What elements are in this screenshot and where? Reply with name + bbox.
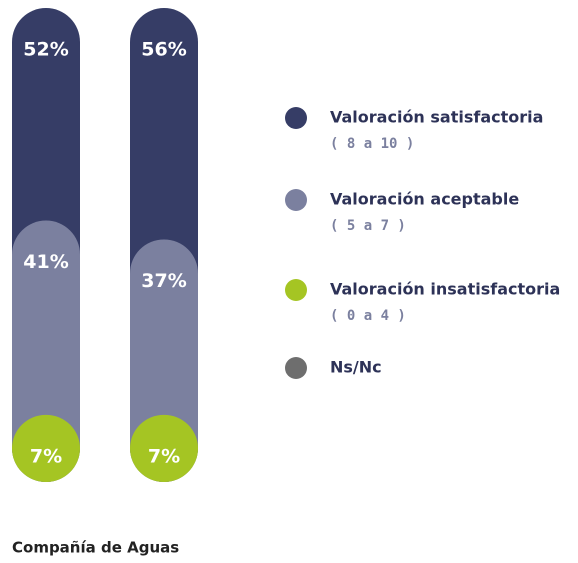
- value-label: 7%: [30, 445, 62, 467]
- legend-swatch: [285, 107, 307, 129]
- value-label: 7%: [148, 445, 180, 467]
- legend-label: Valoración satisfactoria: [330, 108, 543, 127]
- bar-segment: [12, 414, 80, 482]
- bar-segment: [130, 414, 198, 482]
- value-label: 56%: [141, 39, 186, 61]
- bar-segment: [12, 220, 80, 483]
- legend-range: ( 0 a 4 ): [330, 308, 406, 324]
- legend-range: ( 5 a 7 ): [330, 218, 406, 234]
- value-label: 37%: [141, 270, 186, 292]
- legend-swatch: [285, 279, 307, 301]
- legend-swatch: [285, 189, 307, 211]
- value-label: 52%: [23, 39, 68, 61]
- value-label: 41%: [23, 251, 68, 273]
- x-axis-label: Compañía de Aguas: [12, 539, 179, 557]
- legend-range: ( 8 a 10 ): [330, 136, 414, 152]
- legend-label: Ns/Nc: [330, 358, 382, 377]
- legend-label: Valoración insatisfactoria: [330, 280, 560, 299]
- legend-label: Valoración aceptable: [330, 190, 519, 209]
- legend-swatch: [285, 357, 307, 379]
